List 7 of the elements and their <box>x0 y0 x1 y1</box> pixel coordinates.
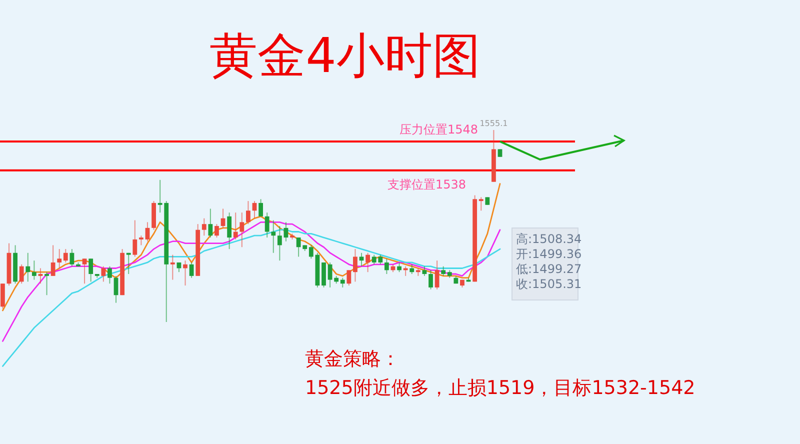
ref-line-label: 压力位置1548 <box>399 122 478 137</box>
title: 黄金4小时图 <box>210 28 480 84</box>
annotation: 1555.1 <box>480 119 508 128</box>
tooltip: 高:1508.34 开:1499.36 低:1499.27 收:1505.31 <box>512 228 582 300</box>
text: 1525附近做多，止损1519，目标1532-1542 <box>305 377 696 399</box>
ref-line-label: 支撑位置1538 <box>387 177 466 192</box>
text: 黄金策略： <box>305 348 400 370</box>
